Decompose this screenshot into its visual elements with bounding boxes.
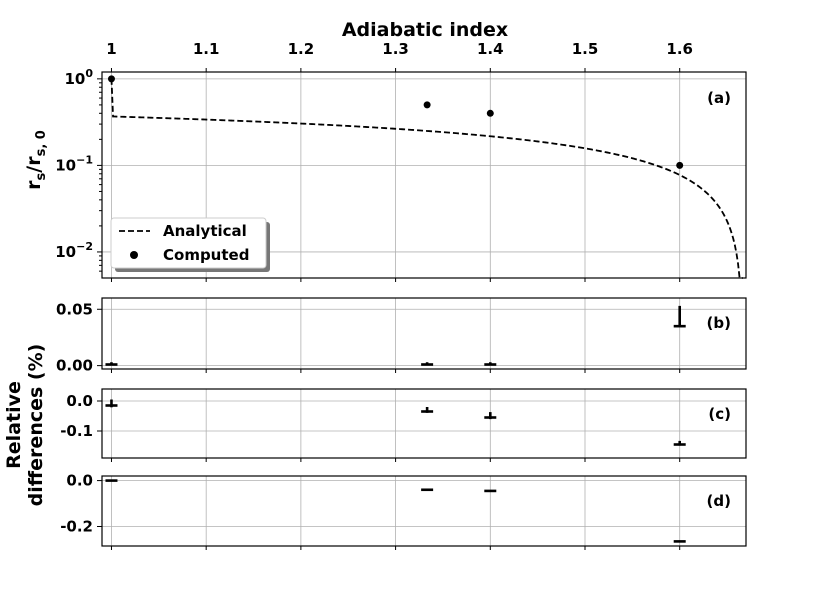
y-tick-label: 0.05 bbox=[56, 300, 93, 318]
panel-label: (a) bbox=[707, 89, 731, 107]
shared-y-axis-title-line1: Relative bbox=[3, 381, 25, 469]
x-tick-label: 1 bbox=[106, 40, 116, 58]
y-tick-label: 100 bbox=[64, 67, 93, 88]
legend-computed-swatch bbox=[130, 251, 138, 259]
x-tick-label: 1.6 bbox=[666, 40, 693, 58]
y-tick-label: -0.2 bbox=[60, 517, 93, 535]
y-tick-label: 10−2 bbox=[55, 240, 93, 261]
panel-label: (d) bbox=[707, 492, 731, 510]
y-tick-label: -0.1 bbox=[60, 422, 93, 440]
legend-computed-label: Computed bbox=[163, 246, 249, 264]
shared-y-axis-title-line2: differences (%) bbox=[25, 344, 47, 507]
panel-c: 0.0 -0.1 (c) bbox=[60, 388, 747, 462]
x-tick-label: 1.1 bbox=[193, 40, 220, 58]
legend-analytical-label: Analytical bbox=[163, 222, 247, 240]
computed-point bbox=[486, 109, 494, 117]
y-tick-label: 0.00 bbox=[56, 357, 93, 375]
legend: Analytical Computed bbox=[110, 217, 270, 272]
plot-frame bbox=[101, 388, 747, 459]
panel-a: 100 10−1 10−2 (a) 1 1.1 1.2 1.3 1.4 1.5 1.6 bbox=[55, 40, 747, 282]
panel-label: (c) bbox=[708, 405, 731, 423]
analytical-curve bbox=[110, 78, 743, 279]
plot-frame bbox=[101, 297, 747, 370]
y-tick-label: 0.0 bbox=[66, 472, 93, 490]
svg-text:rs/rs, 0: rs/rs, 0 bbox=[23, 130, 49, 190]
computed-point bbox=[676, 161, 684, 169]
panel-label: (b) bbox=[707, 314, 731, 332]
panel-b: 0.00 0.05 (b) bbox=[56, 297, 747, 375]
x-tick-label: 1.2 bbox=[288, 40, 315, 58]
x-tick-label: 1.3 bbox=[382, 40, 409, 58]
y-tick-label: 0.0 bbox=[66, 392, 93, 410]
computed-point bbox=[423, 101, 431, 109]
x-axis-title: Adiabatic index bbox=[342, 19, 508, 41]
plot-frame bbox=[101, 71, 747, 279]
x-tick-label: 1.5 bbox=[572, 40, 599, 58]
panel-d: 0.0 -0.2 (d) bbox=[60, 472, 747, 550]
y-tick-label: 10−1 bbox=[55, 153, 93, 174]
plot-frame bbox=[101, 475, 747, 547]
x-tick-label: 1.4 bbox=[477, 40, 504, 58]
y-axis-title-panel-a: rs/rs, 0 bbox=[23, 130, 49, 190]
computed-point bbox=[107, 75, 115, 83]
